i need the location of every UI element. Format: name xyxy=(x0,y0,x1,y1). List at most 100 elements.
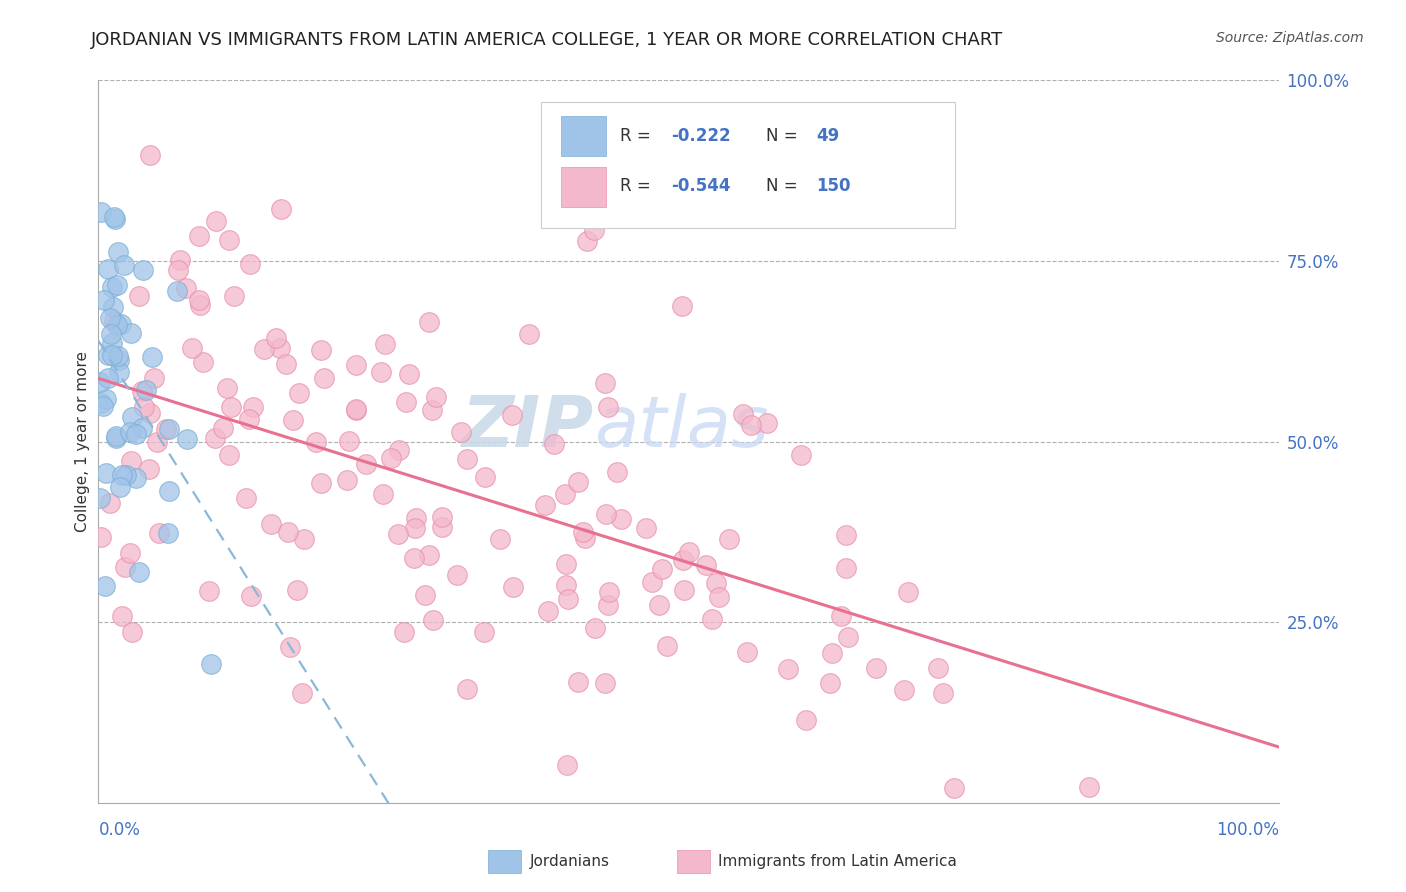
Point xyxy=(835,528,858,542)
Point xyxy=(235,491,257,505)
Point xyxy=(121,624,143,639)
Point xyxy=(218,448,240,462)
Point xyxy=(672,583,695,598)
Point xyxy=(456,682,478,697)
Point xyxy=(405,511,427,525)
Point xyxy=(555,758,578,772)
Point xyxy=(118,425,141,439)
Point xyxy=(425,390,447,404)
Point xyxy=(595,676,617,690)
Point xyxy=(717,532,740,546)
Point xyxy=(89,491,111,505)
Point xyxy=(583,621,606,635)
Point xyxy=(187,293,209,307)
Point xyxy=(97,261,120,276)
Text: R =: R = xyxy=(620,127,657,145)
Point xyxy=(193,355,215,369)
Point xyxy=(90,530,112,544)
Point xyxy=(90,396,112,410)
Point xyxy=(98,311,121,326)
Point xyxy=(238,412,260,426)
Point xyxy=(155,422,177,436)
Point xyxy=(174,281,197,295)
Point xyxy=(139,405,162,419)
Point xyxy=(641,574,664,589)
Point xyxy=(388,442,411,457)
Text: Jordanians: Jordanians xyxy=(530,854,609,869)
Point xyxy=(456,452,478,467)
Point xyxy=(380,450,402,465)
Point xyxy=(344,402,367,417)
Point xyxy=(138,462,160,476)
Point xyxy=(555,557,578,571)
Point xyxy=(415,588,437,602)
Point xyxy=(112,258,135,272)
Text: N =: N = xyxy=(766,127,803,145)
Point xyxy=(91,399,114,413)
Point xyxy=(893,682,915,697)
Point xyxy=(125,426,148,441)
Point xyxy=(94,466,117,480)
Point xyxy=(291,686,314,700)
Point xyxy=(166,285,188,299)
Point xyxy=(146,435,169,450)
Point xyxy=(502,580,524,594)
Point xyxy=(176,433,198,447)
Point xyxy=(101,280,124,294)
Point xyxy=(554,487,576,501)
Text: 100.0%: 100.0% xyxy=(1216,822,1279,839)
Point xyxy=(422,613,444,627)
Point xyxy=(370,365,392,379)
Point xyxy=(655,639,678,653)
Point xyxy=(582,222,605,236)
Point xyxy=(943,780,966,795)
Point xyxy=(420,402,443,417)
Point xyxy=(132,263,155,277)
Point xyxy=(672,553,695,567)
Point xyxy=(517,327,540,342)
Point xyxy=(188,298,211,312)
Point xyxy=(830,609,852,624)
Point xyxy=(707,590,730,604)
Point xyxy=(818,675,841,690)
Point xyxy=(141,350,163,364)
Point xyxy=(264,331,287,345)
Point xyxy=(253,343,276,357)
Point xyxy=(557,592,579,607)
Point xyxy=(157,483,180,498)
Point xyxy=(374,337,396,351)
Text: R =: R = xyxy=(620,178,657,195)
Point xyxy=(432,520,454,534)
Point xyxy=(135,383,157,397)
Point xyxy=(198,583,221,598)
Point xyxy=(269,341,291,355)
Point xyxy=(574,531,596,545)
Point xyxy=(157,422,180,436)
Point xyxy=(609,512,631,526)
Point xyxy=(100,327,122,342)
Point xyxy=(103,314,125,328)
Point xyxy=(121,410,143,425)
Point xyxy=(821,646,844,660)
Point xyxy=(204,431,226,445)
Point xyxy=(105,428,128,442)
Point xyxy=(543,436,565,450)
Point xyxy=(278,640,301,655)
Point xyxy=(103,211,125,225)
Point xyxy=(344,359,367,373)
FancyBboxPatch shape xyxy=(678,850,710,873)
Point xyxy=(704,576,727,591)
Point xyxy=(240,589,263,603)
Point xyxy=(695,558,717,573)
Point xyxy=(90,204,112,219)
Point xyxy=(111,609,134,624)
Point xyxy=(101,336,124,351)
Point xyxy=(131,420,153,434)
Point xyxy=(120,326,142,340)
Text: 150: 150 xyxy=(817,178,851,195)
FancyBboxPatch shape xyxy=(488,850,522,873)
Point xyxy=(97,347,120,361)
Point xyxy=(108,365,131,379)
Point xyxy=(288,386,311,401)
Point xyxy=(309,343,332,358)
